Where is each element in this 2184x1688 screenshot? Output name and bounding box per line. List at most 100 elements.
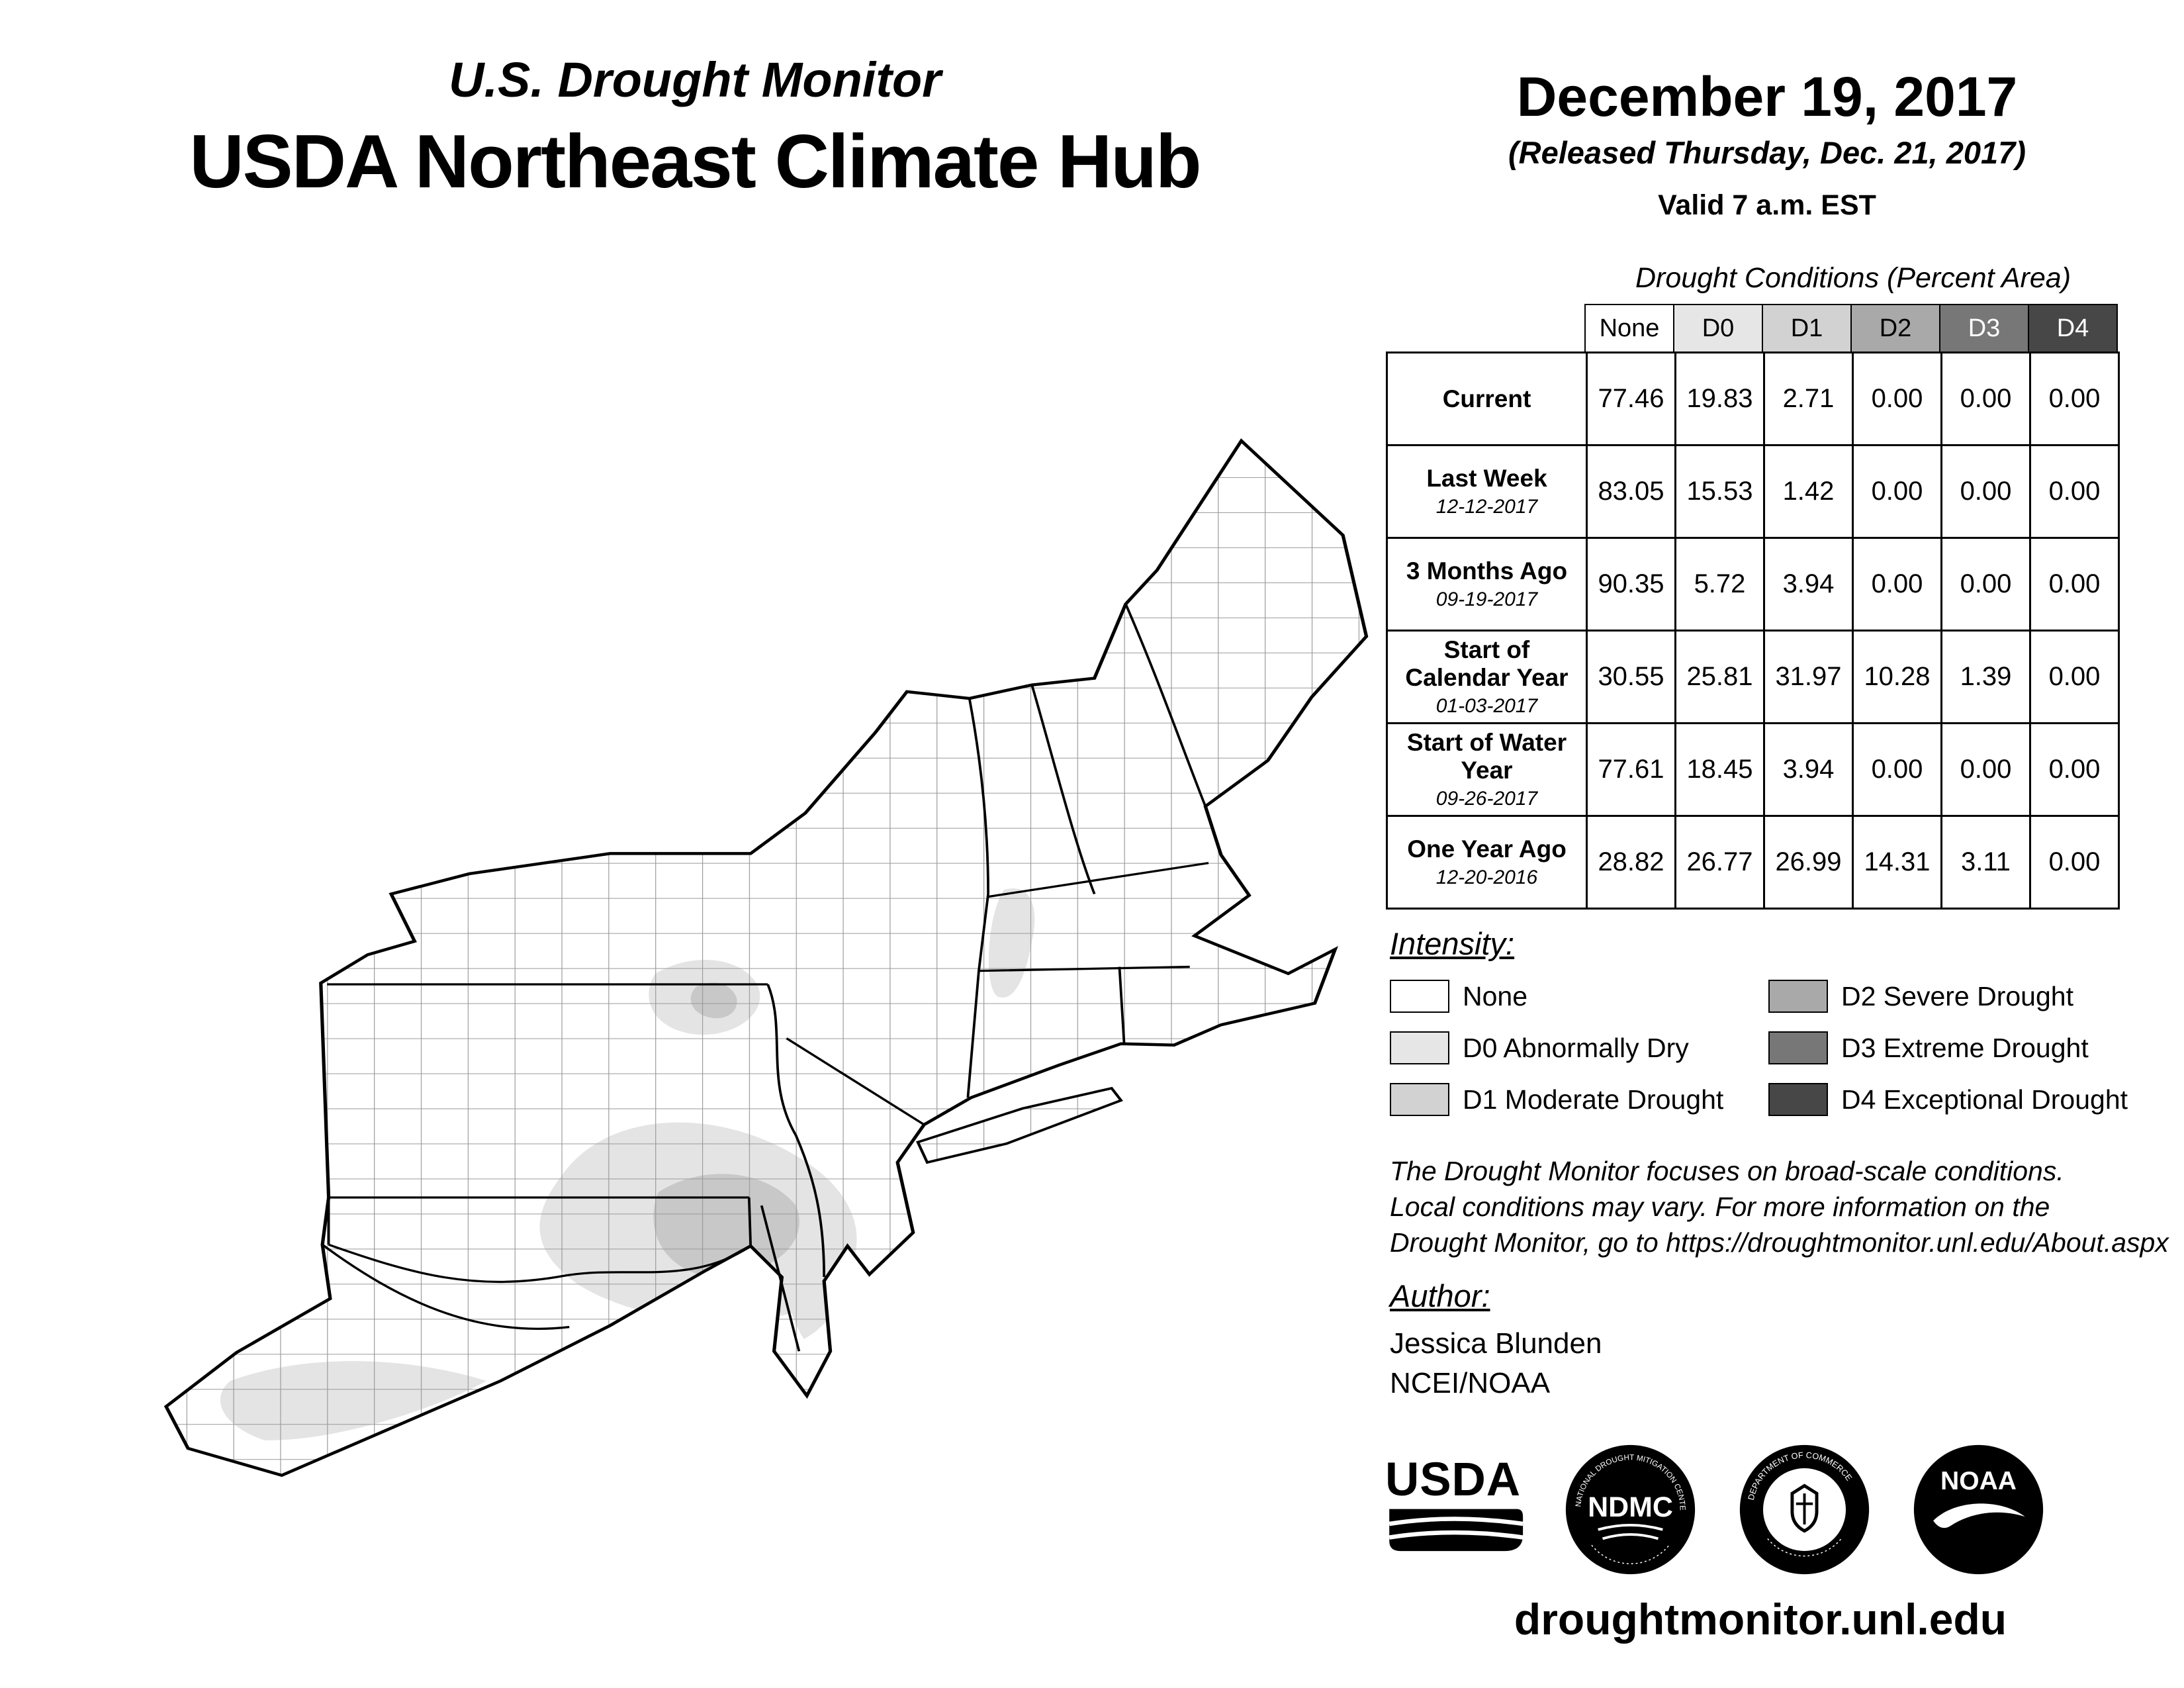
table-cell: 5.72 [1674, 537, 1765, 632]
none-swatch [1390, 980, 1449, 1013]
table-cell: 83.05 [1586, 444, 1676, 539]
d1-swatch [1390, 1083, 1449, 1116]
drought-table: Current 77.46 19.83 2.71 0.00 0.00 0.00 … [1386, 352, 2120, 910]
table-cell: 15.53 [1674, 444, 1765, 539]
svg-text:NDMC: NDMC [1588, 1491, 1673, 1523]
program-title: U.S. Drought Monitor [449, 52, 941, 107]
table-cell: 1.39 [1940, 630, 2031, 724]
legend-item-d0: D0 Abnormally Dry [1390, 1031, 1768, 1065]
legend-item-d2: D2 Severe Drought [1768, 979, 2128, 1013]
table-cell: 0.00 [2029, 537, 2120, 632]
title-block: U.S. Drought Monitor USDA Northeast Clim… [40, 52, 1350, 205]
footer-url: droughtmonitor.unl.edu [1514, 1595, 2007, 1644]
col-header-d2: D2 [1850, 304, 1940, 353]
table-cell: 30.55 [1586, 630, 1676, 724]
intensity-legend: Intensity: None D0 Abnormally Dry D1 Mod… [1390, 925, 2128, 1117]
svg-text:USDA: USDA [1385, 1455, 1521, 1506]
drought-map [93, 407, 1390, 1486]
table-cell: 3.11 [1940, 815, 2031, 910]
table-cell: 31.97 [1763, 630, 1854, 724]
svg-text:NOAA: NOAA [1940, 1467, 2017, 1495]
table-cell: 26.77 [1674, 815, 1765, 910]
table-cell: 0.00 [2029, 630, 2120, 724]
report-date: December 19, 2017 [1516, 66, 2018, 128]
legend-item-none: None [1390, 979, 1768, 1013]
date-block: December 19, 2017 (Released Thursday, De… [1416, 65, 2118, 222]
col-header-d0: D0 [1673, 304, 1763, 353]
table-row: One Year Ago 12-20-2016 28.82 26.77 26.99… [1386, 815, 2120, 910]
disclaimer-line: The Drought Monitor focuses on broad-sca… [1390, 1156, 2064, 1186]
disclaimer-text: The Drought Monitor focuses on broad-sca… [1390, 1153, 2169, 1260]
table-row: Start of Calendar Year 01-03-2017 30.55 2… [1386, 630, 2120, 724]
table-header-row: None D0 D1 D2 D3 D4 [1584, 304, 2122, 353]
row-label: Start of Water Year 09-26-2017 [1386, 722, 1588, 817]
logo-row: USDA NATIONAL DROUGHT MITIGATION CENTER … [1382, 1435, 2046, 1581]
row-label: One Year Ago 12-20-2016 [1386, 815, 1588, 910]
table-cell: 26.99 [1763, 815, 1854, 910]
d0-swatch [1390, 1031, 1449, 1064]
long-island-outline [916, 1086, 1124, 1164]
doc-seal-logo: DEPARTMENT OF COMMERCE [1737, 1442, 1872, 1581]
legend-columns: None D0 Abnormally Dry D1 Moderate Droug… [1390, 979, 2128, 1117]
table-cell: 0.00 [1940, 722, 2031, 817]
disclaimer-line: Drought Monitor, go to https://droughtmo… [1390, 1227, 2169, 1258]
table-cell: 77.61 [1586, 722, 1676, 817]
table-cell: 18.45 [1674, 722, 1765, 817]
legend-column-right: D2 Severe Drought D3 Extreme Drought D4 … [1768, 979, 2128, 1117]
col-header-none: None [1584, 304, 1674, 353]
table-cell: 0.00 [1940, 352, 2031, 446]
legend-title: Intensity: [1390, 926, 1515, 961]
table-cell: 0.00 [1940, 444, 2031, 539]
legend-item-d3: D3 Extreme Drought [1768, 1031, 2128, 1065]
table-cell: 3.94 [1763, 722, 1854, 817]
author-name: Jessica Blunden [1390, 1327, 1602, 1360]
row-label: Last Week 12-12-2017 [1386, 444, 1588, 539]
table-cell: 10.28 [1852, 630, 1942, 724]
table-cell: 0.00 [2029, 352, 2120, 446]
table-cell: 0.00 [1852, 352, 1942, 446]
d4-swatch [1768, 1083, 1828, 1116]
legend-column-left: None D0 Abnormally Dry D1 Moderate Droug… [1390, 979, 1768, 1117]
table-cell: 0.00 [1940, 537, 2031, 632]
disclaimer-line: Local conditions may vary. For more info… [1390, 1192, 2050, 1223]
legend-item-d4: D4 Exceptional Drought [1768, 1082, 2128, 1117]
ndmc-logo: NATIONAL DROUGHT MITIGATION CENTER NDMC [1560, 1435, 1698, 1581]
author-title: Author: [1390, 1278, 1490, 1313]
table-cell: 14.31 [1852, 815, 1942, 910]
col-header-d1: D1 [1762, 304, 1852, 353]
table-cell: 0.00 [1852, 722, 1942, 817]
row-label: 3 Months Ago 09-19-2017 [1386, 537, 1588, 632]
row-label: Start of Calendar Year 01-03-2017 [1386, 630, 1588, 724]
valid-time: Valid 7 a.m. EST [1658, 189, 1876, 221]
table-cell: 0.00 [2029, 815, 2120, 910]
d2-swatch [1768, 980, 1828, 1013]
table-row: Last Week 12-12-2017 83.05 15.53 1.42 0.0… [1386, 444, 2120, 539]
table-cell: 3.94 [1763, 537, 1854, 632]
table-cell: 19.83 [1674, 352, 1765, 446]
author-org: NCEI/NOAA [1390, 1367, 1551, 1399]
table-cell: 0.00 [2029, 722, 2120, 817]
table-row: 3 Months Ago 09-19-2017 90.35 5.72 3.94 0… [1386, 537, 2120, 632]
table-cell: 0.00 [1852, 537, 1942, 632]
row-label: Current [1386, 352, 1588, 446]
table-cell: 90.35 [1586, 537, 1676, 632]
legend-item-d1: D1 Moderate Drought [1390, 1082, 1768, 1117]
released-date: (Released Thursday, Dec. 21, 2017) [1508, 135, 2026, 170]
table-cell: 0.00 [1852, 444, 1942, 539]
table-cell: 28.82 [1586, 815, 1676, 910]
d3-swatch [1768, 1031, 1828, 1064]
table-cell: 2.71 [1763, 352, 1854, 446]
table-title: Drought Conditions (Percent Area) [1635, 262, 2071, 294]
table-row: Start of Water Year 09-26-2017 77.61 18.4… [1386, 722, 2120, 817]
northeast-map-svg [163, 438, 1369, 1477]
col-header-d4: D4 [2028, 304, 2118, 353]
drought-table-block: Drought Conditions (Percent Area) None D… [1386, 262, 2122, 910]
region-outline [163, 438, 1369, 1477]
table-row: Current 77.46 19.83 2.71 0.00 0.00 0.00 [1386, 352, 2120, 446]
col-header-d3: D3 [1939, 304, 2029, 353]
noaa-logo: NOAA [1911, 1442, 2046, 1581]
table-cell: 25.81 [1674, 630, 1765, 724]
table-cell: 1.42 [1763, 444, 1854, 539]
author-block: Author: Jessica Blunden NCEI/NOAA [1390, 1278, 1602, 1400]
